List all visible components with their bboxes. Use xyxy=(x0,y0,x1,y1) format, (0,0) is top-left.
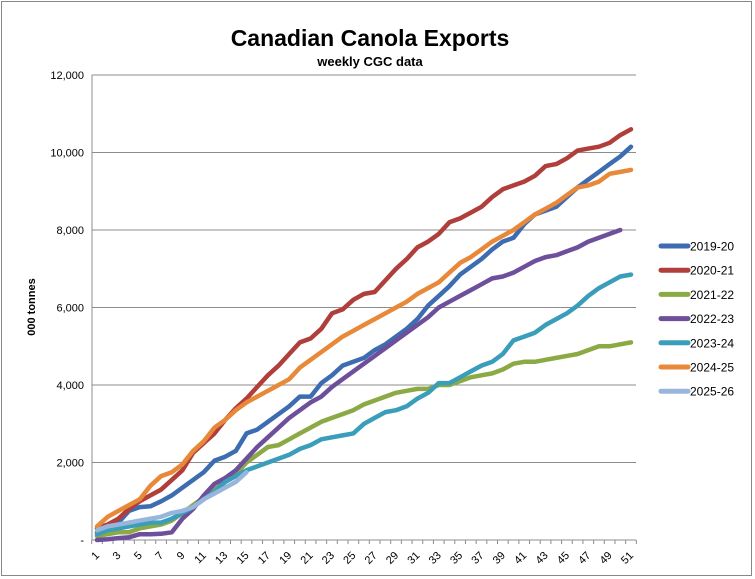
y-tick-label: 10,000 xyxy=(50,148,84,160)
x-tick-label: 51 xyxy=(619,550,636,567)
chart-title: Canadian Canola Exports xyxy=(231,25,510,51)
gridlines xyxy=(92,74,636,463)
x-tick-label: 19 xyxy=(277,550,294,567)
x-tick-label: 5 xyxy=(132,550,145,563)
y-axis-ticks: - 2,000 4,000 6,000 8,000 10,000 12,000 xyxy=(50,70,84,547)
legend: 2019-20 2020-21 2021-22 2022-23 2023-24 2024-… xyxy=(658,240,734,399)
legend-label: 2019-20 xyxy=(690,240,734,254)
legend-label: 2023-24 xyxy=(690,336,734,350)
x-tick-label: 49 xyxy=(598,550,615,567)
series-line-2022-23 xyxy=(94,227,623,543)
legend-label: 2020-21 xyxy=(690,264,734,278)
legend-label: 2025-26 xyxy=(690,385,734,399)
x-tick-label: 3 xyxy=(111,550,124,563)
y-tick-label: 8,000 xyxy=(56,225,84,237)
x-axis-ticks: 1 3 5 7 9 11 13 15 17 19 21 23 25 27 29 31 33 35 37 39 41 43 4… xyxy=(89,550,636,567)
x-tick-label: 41 xyxy=(512,550,529,567)
series-line-2024-25 xyxy=(94,167,634,529)
x-tick-label: 25 xyxy=(341,550,358,567)
series-lines xyxy=(94,127,634,543)
x-tick-label: 1 xyxy=(89,550,102,563)
x-tick-label: 21 xyxy=(299,550,316,567)
y-tick-label: 2,000 xyxy=(56,458,84,470)
x-tick-label: 29 xyxy=(384,550,401,567)
x-tick-label: 43 xyxy=(534,550,551,567)
legend-label: 2024-25 xyxy=(690,361,734,375)
x-tick-label: 9 xyxy=(175,550,188,563)
x-tick-label: 35 xyxy=(448,550,465,567)
y-tick-label: 12,000 xyxy=(50,70,84,82)
series-line-2021-22 xyxy=(94,340,634,539)
y-tick-label: 4,000 xyxy=(56,380,84,392)
chart-subtitle: weekly CGC data xyxy=(316,54,423,69)
x-tick-label: 7 xyxy=(153,550,166,563)
axes xyxy=(91,75,637,544)
x-tick-label: 47 xyxy=(576,550,593,567)
legend-label: 2021-22 xyxy=(690,288,734,302)
x-tick-label: 39 xyxy=(491,550,508,567)
x-tick-label: 31 xyxy=(405,550,422,567)
x-tick-label: 23 xyxy=(320,550,337,567)
x-tick-label: 33 xyxy=(427,550,444,567)
y-tick-label: 6,000 xyxy=(56,303,84,315)
x-tick-label: 37 xyxy=(469,550,486,567)
y-axis-label: 000 tonnes xyxy=(26,278,38,335)
x-tick-label: 15 xyxy=(234,550,251,567)
x-tick-label: 11 xyxy=(192,550,209,567)
series-line-2020-21 xyxy=(94,127,634,531)
legend-label: 2022-23 xyxy=(690,312,734,326)
x-tick-label: 17 xyxy=(256,550,273,567)
x-tick-label: 13 xyxy=(213,550,230,567)
y-tick-label: - xyxy=(80,535,84,547)
x-tick-label: 27 xyxy=(363,550,380,567)
x-tick-label: 45 xyxy=(555,550,572,567)
series-line-2025-26 xyxy=(94,469,249,533)
